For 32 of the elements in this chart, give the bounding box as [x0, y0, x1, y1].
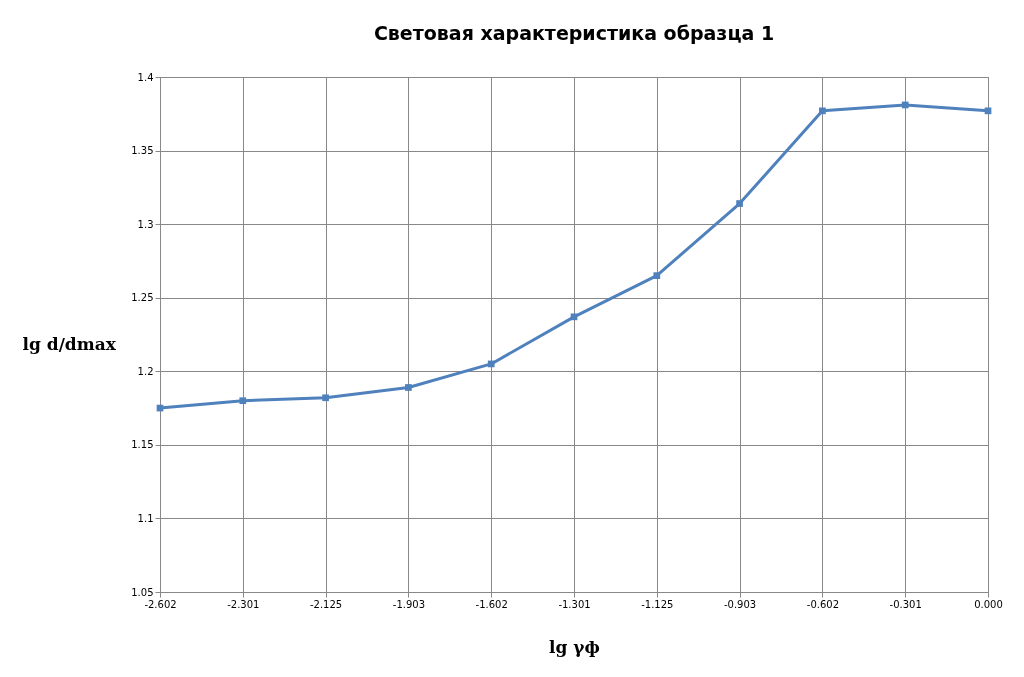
point [736, 200, 743, 207]
x-tick-label: -1.903 [392, 598, 426, 610]
y-tick-label: 1.3 [137, 218, 154, 230]
x-tick-label: -0.602 [806, 598, 840, 610]
point [322, 394, 329, 402]
y-tick-label: 1.1 [137, 512, 154, 524]
x-tick-label: -2.125 [309, 598, 343, 610]
chart-title: Световая характеристика образца 1 [373, 22, 775, 44]
y-tick-label: 1.2 [137, 365, 154, 377]
y-axis-title: lg d/dmax [22, 333, 117, 354]
x-tick-label: -0.301 [889, 598, 922, 610]
y-tick-label: 1.15 [131, 439, 154, 451]
y-tick-label: 1.35 [131, 145, 154, 157]
x-tick-label: 0.000 [974, 598, 1003, 610]
point [819, 107, 826, 115]
point [239, 397, 247, 405]
x-tick-label: -2.301 [227, 598, 260, 610]
point [653, 272, 661, 279]
y-tick-label: 1.05 [131, 586, 154, 598]
x-tick-label: -2.602 [144, 598, 177, 610]
point [901, 101, 909, 109]
point [405, 384, 412, 391]
x-axis-title: lg γф [549, 636, 600, 657]
x-tick-label: -1.301 [558, 598, 591, 610]
y-tick-label: 1.4 [137, 71, 154, 83]
x-tick-label: -1.602 [475, 598, 508, 610]
y-tick-label: 1.25 [131, 292, 154, 304]
point [570, 313, 578, 321]
point [487, 360, 495, 368]
x-tick-label: -0.903 [723, 598, 757, 610]
x-tick-label: -1.125 [641, 598, 674, 610]
point [984, 107, 992, 115]
